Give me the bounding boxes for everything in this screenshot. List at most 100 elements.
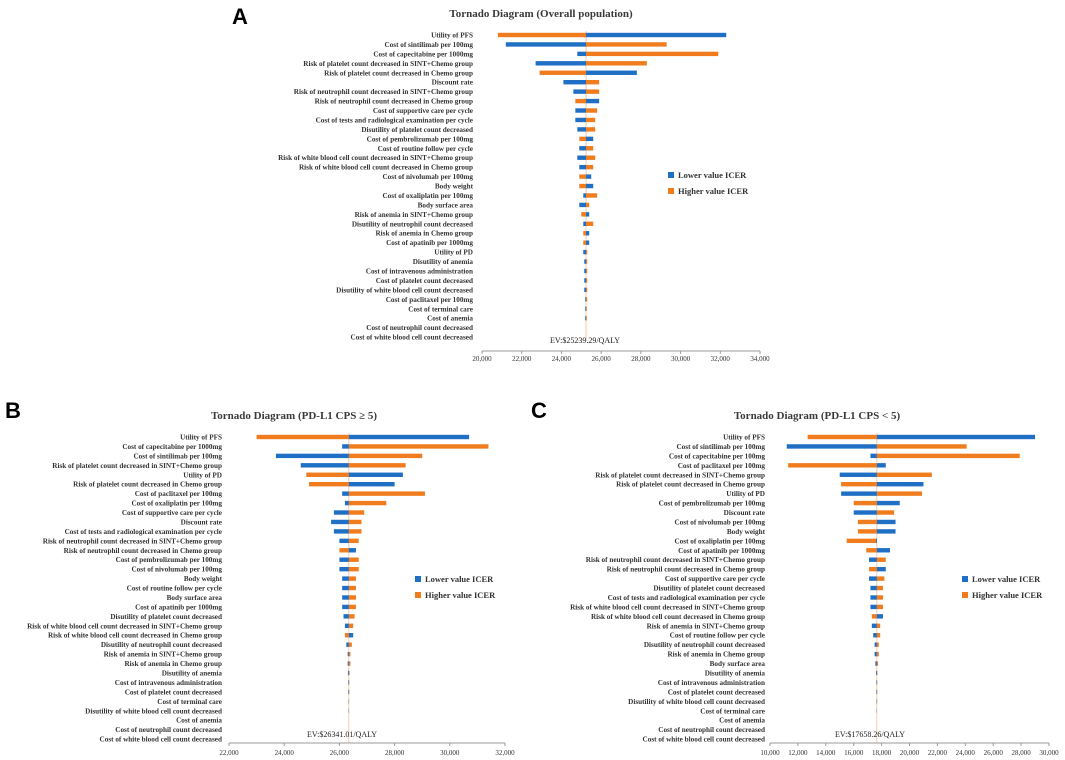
- panel-a-category-label: Risk of neutrophil count decreased in Ch…: [315, 98, 473, 106]
- panel-a-category-label: Cost of capecitabine per 1000mg: [373, 50, 473, 58]
- panel-a-lower-bar: [586, 240, 590, 245]
- panel-a-lower-bar: [583, 221, 587, 226]
- panel-a-legend-lower-swatch: [668, 172, 674, 178]
- panel-b-lower-bar: [342, 491, 349, 496]
- panel-c-title: Tornado Diagram (PD-L1 CPS < 5): [734, 410, 901, 422]
- panel-b-x-axis: 22,000 24,000 26,000 28,000 30,000 32,000: [219, 742, 515, 757]
- panel-b-higher-bar: [348, 604, 356, 610]
- panel-a-category-label: Cost of nivolumab per 100mg: [382, 173, 473, 181]
- panel-b-lower-bar: [342, 604, 349, 610]
- panel-a-category-label: Risk of platelet count decreased in Chem…: [324, 69, 473, 77]
- panel-a-higher-bar: [579, 174, 587, 179]
- panel-c-lower-bar: [876, 463, 886, 468]
- panel-c-category-label: Risk of white blood cell count decreased…: [570, 603, 765, 611]
- panel-a: A Tornado Diagram (Overall population) U…: [232, 4, 770, 363]
- panel-c-category-label: Cost of supportive care per cycle: [665, 575, 765, 583]
- panel-c-lower-bar: [876, 614, 883, 619]
- panel-b-title: Tornado Diagram (PD-L1 CPS ≥ 5): [211, 410, 377, 422]
- panel-c-category-label: Cost of white blood cell count decreased: [643, 736, 765, 744]
- panel-b-legend-higher-swatch: [415, 592, 421, 598]
- panel-c-lower-bar: [876, 482, 924, 487]
- panel-c-category-label: Disutility of anemia: [705, 670, 766, 678]
- panel-b-higher-bar: [348, 680, 350, 685]
- panel-a-lower-bar: [577, 127, 587, 132]
- panel-a-tick-label: 26,000: [592, 355, 612, 363]
- panel-c-category-label: Cost of routine follow per cycle: [670, 632, 765, 640]
- panel-c-category-label: Risk of platelet count decreased in Chem…: [616, 481, 765, 489]
- panel-a-lower-bar: [505, 42, 587, 47]
- panel-c-lower-bar: [870, 585, 877, 591]
- panel-b-higher-bar: [309, 482, 349, 487]
- panel-b-higher-bar: [348, 642, 352, 647]
- panel-a-category-label: Utility of PD: [434, 249, 473, 257]
- panel-b-category-label: Cost of paclitaxel per 100mg: [135, 490, 223, 498]
- panel-a-category-label: Cost of pembrolizumab per 100mg: [367, 135, 474, 143]
- panel-b-lower-bar: [339, 566, 349, 572]
- panel-a-tick-label: 22,000: [512, 355, 532, 363]
- panel-c-category-label: Cost of intravenous administration: [658, 679, 765, 687]
- panel-a-category-label: Cost of tests and radiological examinati…: [316, 116, 473, 124]
- panel-b-category-label: Cost of platelet count decreased: [125, 688, 222, 696]
- panel-c-lower-bar: [869, 557, 877, 562]
- panel-a-lower-bar: [586, 32, 727, 38]
- panel-b-legend-lower: Lower value ICER: [425, 574, 494, 584]
- panel-b-ev-label: EV:$26341.01/QALY: [307, 730, 377, 739]
- panel-b-higher-bar: [348, 463, 406, 468]
- panel-c-higher-bar: [857, 519, 877, 525]
- panel-a-category-label: Cost of routine follow per cycle: [378, 145, 473, 153]
- panel-c-tick-label: 30,000: [1039, 749, 1059, 757]
- panel-c-higher-bar: [876, 604, 883, 610]
- panel-b-higher-bar: [348, 595, 356, 600]
- panel-b-tick-label: 26,000: [330, 749, 350, 757]
- panel-a-higher-bar: [586, 306, 587, 311]
- panel-b-higher-bar: [348, 566, 359, 572]
- panel-c-category-label: Risk of white blood cell count decreased…: [591, 613, 765, 621]
- panel-b-higher-bar: [348, 491, 425, 496]
- panel-a-tick-label: 28,000: [631, 355, 651, 363]
- panel-b-lower-bar: [342, 595, 349, 600]
- panel-a-tick-label: 34,000: [750, 355, 770, 363]
- panel-c-category-label: Cost of terminal care: [700, 707, 765, 715]
- panel-c-lower-bar: [853, 510, 877, 515]
- panel-a-higher-bar: [586, 202, 590, 208]
- panel-a-higher-bar: [586, 51, 719, 57]
- panel-a-lower-bar: [577, 155, 587, 160]
- panel-b-category-label: Cost of nivolumab per 100mg: [131, 566, 222, 574]
- panel-c-lower-bar: [876, 500, 900, 506]
- panel-b-category-label: Cost of routine follow per cycle: [127, 585, 222, 593]
- panel-c-higher-bar: [876, 453, 1020, 459]
- panel-c-higher-bar: [876, 491, 923, 496]
- panel-a-category-label: Discount rate: [432, 79, 473, 87]
- panel-a-higher-bar: [575, 98, 587, 104]
- panel-c-lower-bar: [870, 604, 877, 610]
- panel-a-higher-bar: [583, 231, 587, 236]
- panel-c-category-label: Utility of PFS: [723, 434, 765, 442]
- panel-a-category-label: Disutility of white blood cell count dec…: [336, 286, 473, 294]
- panel-c-higher-bar: [869, 566, 877, 572]
- panel-b-category-label: Risk of anemia in Chemo group: [124, 660, 222, 668]
- panel-b-lower-bar: [348, 680, 349, 685]
- panel-b-category-label: Cost of anemia: [176, 717, 222, 725]
- panel-b-higher-bar: [348, 453, 423, 459]
- panel-c-category-label: Risk of neutrophil count decreased in SI…: [586, 556, 765, 564]
- panel-c-higher-bar: [876, 444, 967, 449]
- panel-c-tick-label: 18,000: [872, 749, 892, 757]
- panel-c-lower-bar: [839, 472, 877, 477]
- panel-b-category-label: Body surface area: [167, 594, 223, 602]
- panel-c-category-label: Risk of anemia in Chemo group: [667, 651, 765, 659]
- panel-c-higher-bar: [866, 548, 877, 553]
- panel-a-legend-higher-swatch: [668, 188, 674, 194]
- panel-c-higher-bar: [841, 482, 877, 487]
- panel-a-lower-bar: [575, 117, 587, 123]
- panel-c-higher-bar: [876, 595, 883, 600]
- panel-b-lower-bar: [347, 651, 349, 657]
- panel-a-higher-bar: [581, 212, 587, 217]
- panel-b-lower-bar: [339, 557, 349, 562]
- panel-c-tick-label: 28,000: [1011, 749, 1031, 757]
- panel-a-lower-bar: [586, 212, 590, 217]
- panel-c-tick-label: 24,000: [956, 749, 976, 757]
- panel-c-lower-bar: [876, 529, 896, 534]
- panel-a-higher-bar: [586, 80, 600, 85]
- panel-c-lower-bar: [870, 595, 877, 600]
